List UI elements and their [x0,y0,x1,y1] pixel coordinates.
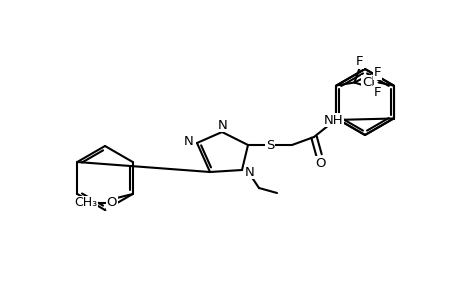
Text: NH: NH [324,113,343,127]
Text: Cl: Cl [361,76,374,89]
Text: N: N [218,118,227,131]
Text: S: S [265,139,274,152]
Text: N: N [245,166,254,178]
Text: F: F [355,55,363,68]
Text: CH₃: CH₃ [74,196,97,209]
Text: F: F [373,86,381,99]
Text: N: N [184,134,193,148]
Text: O: O [315,157,325,169]
Text: F: F [373,66,381,79]
Text: O: O [106,196,117,209]
